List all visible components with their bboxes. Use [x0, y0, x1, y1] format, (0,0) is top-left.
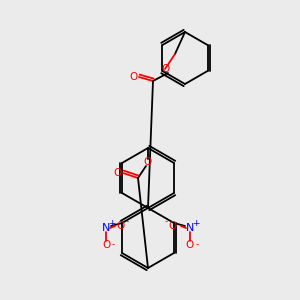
Text: O: O	[130, 72, 138, 82]
Text: -: -	[164, 218, 168, 226]
Text: O: O	[114, 168, 122, 178]
Text: O: O	[169, 221, 177, 231]
Text: -: -	[195, 241, 199, 250]
Text: O: O	[186, 240, 194, 250]
Text: O: O	[102, 240, 110, 250]
Text: +: +	[108, 218, 116, 227]
Text: -: -	[125, 218, 129, 226]
Text: +: +	[192, 218, 200, 227]
Text: O: O	[116, 221, 124, 231]
Text: N: N	[186, 223, 194, 233]
Text: N: N	[102, 223, 110, 233]
Text: -: -	[111, 241, 115, 250]
Text: O: O	[161, 64, 169, 74]
Text: O: O	[144, 157, 152, 167]
